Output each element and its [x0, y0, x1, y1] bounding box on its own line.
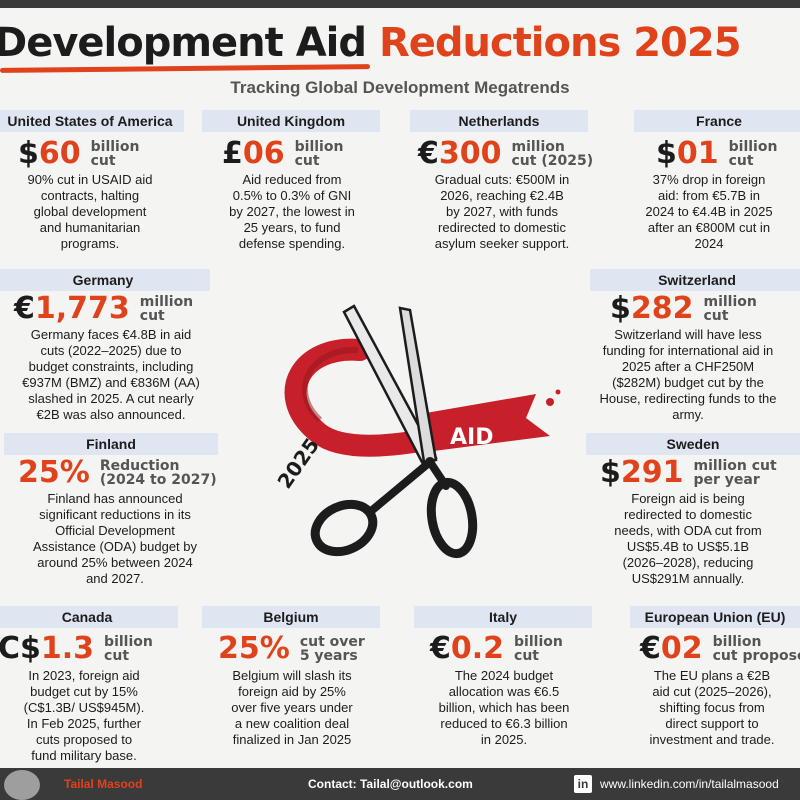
ribbon-band — [420, 394, 550, 452]
country-banner: Germany — [0, 269, 210, 291]
amount-block: €1,773 million cut — [14, 292, 193, 326]
amount-value: $60 — [18, 136, 81, 171]
country-banner: United States of America — [0, 110, 184, 132]
card-description: 37% drop in foreign aid: from €5.7B in 202… — [645, 172, 773, 251]
card-description: 90% cut in USAID aid contracts, halting gl… — [27, 172, 153, 251]
amount-unit: million cut — [703, 294, 757, 324]
amount-block: $01 billion cut — [656, 137, 777, 171]
card-description: The EU plans a €2B aid cut (2025–2026), sh… — [649, 668, 775, 747]
amount-unit: billion cut — [104, 634, 153, 664]
amount-unit: million cut (2025) — [511, 139, 594, 169]
amount-value: €02 — [640, 631, 703, 666]
amount-block: 25% Reduction (2024 to 2027) — [18, 456, 217, 490]
amount-block: €300 million cut (2025) — [418, 137, 593, 171]
linkedin-icon[interactable]: in — [574, 775, 592, 793]
amount-block: C$1.3 billion cut — [0, 632, 153, 666]
amount-value: €300 — [418, 136, 502, 171]
contact-email[interactable]: Contact: Tailal@outlook.com — [308, 777, 473, 791]
page-title: Development Aid Reductions 2025 — [0, 20, 800, 74]
amount-block: $282 million cut — [610, 292, 757, 326]
card-description: Germany faces €4.8B in aid cuts (2022–202… — [22, 327, 200, 422]
footer-bar: Tailal Masood Contact: Tailal@outlook.co… — [0, 768, 800, 800]
card-description: In 2023, foreign aid budget cut by 15% (C$… — [23, 668, 145, 763]
ribbon-aid-text: AID — [450, 425, 493, 450]
card-description: Gradual cuts: €500M in 2026, reaching €2.… — [434, 172, 570, 251]
title-part-2: Reductions 2025 — [378, 20, 742, 66]
amount-unit: billion cut — [294, 139, 344, 169]
amount-unit: Reduction (2024 to 2027) — [99, 458, 217, 488]
top-bar — [0, 0, 800, 8]
amount-block: 25% cut over 5 years — [218, 632, 365, 666]
year-label: 2025 — [272, 433, 324, 492]
amount-unit: billion cut — [728, 139, 778, 169]
amount-value: £06 — [222, 136, 285, 171]
country-banner: Canada — [0, 606, 178, 628]
amount-value: $291 — [600, 455, 684, 490]
amount-unit: billion cut — [90, 139, 140, 169]
country-banner: Sweden — [586, 433, 800, 455]
amount-block: $291 million cut per year — [600, 456, 777, 490]
country-banner: Netherlands — [410, 110, 588, 132]
amount-value: C$1.3 — [0, 631, 95, 666]
linkedin-url[interactable]: www.linkedin.com/in/tailalmasood — [600, 777, 779, 791]
card-description: Finland has announced significant reducti… — [32, 491, 198, 586]
amount-unit: million cut — [139, 294, 194, 324]
country-banner: Switzerland — [590, 269, 800, 291]
title-part-1: Development Aid — [0, 20, 367, 66]
amount-value: 25% — [18, 455, 90, 490]
author-avatar — [4, 770, 40, 800]
author-name: Tailal Masood — [64, 777, 143, 791]
page-subtitle: Tracking Global Development Megatrends — [230, 78, 570, 97]
amount-block: $60 billion cut — [18, 137, 139, 171]
amount-value: €0.2 — [430, 631, 505, 666]
amount-block: £06 billion cut — [222, 137, 343, 171]
scissor-handle-left — [310, 499, 378, 557]
country-banner: France — [634, 110, 800, 132]
card-description: Belgium will slash its foreign aid by 25%… — [231, 668, 353, 747]
amount-unit: cut over 5 years — [299, 634, 365, 664]
country-banner: European Union (EU) — [630, 606, 800, 628]
amount-unit: billion cut — [514, 634, 563, 664]
amount-value: €1,773 — [14, 291, 130, 326]
ribbon-loop — [284, 338, 436, 457]
card-description: Switzerland will have less funding for in… — [599, 327, 777, 422]
country-banner: Belgium — [202, 606, 380, 628]
amount-unit: million cut per year — [693, 458, 777, 488]
amount-value: 25% — [218, 631, 290, 666]
amount-value: $282 — [610, 291, 694, 326]
amount-block: €0.2 billion cut — [430, 632, 563, 666]
country-banner: Italy — [414, 606, 592, 628]
scissors-illustration: AID 2025 — [272, 304, 561, 559]
card-description: The 2024 budget allocation was €6.5 billio… — [438, 668, 570, 747]
card-description: Foreign aid is being redirected to domest… — [614, 491, 762, 586]
card-description: Aid reduced from 0.5% to 0.3% of GNI by 20… — [229, 172, 355, 251]
scissor-handle-right — [426, 477, 478, 559]
country-banner: United Kingdom — [202, 110, 380, 132]
amount-value: $01 — [656, 136, 719, 171]
country-banner: Finland — [4, 433, 218, 455]
scissor-blade-right — [398, 306, 438, 464]
